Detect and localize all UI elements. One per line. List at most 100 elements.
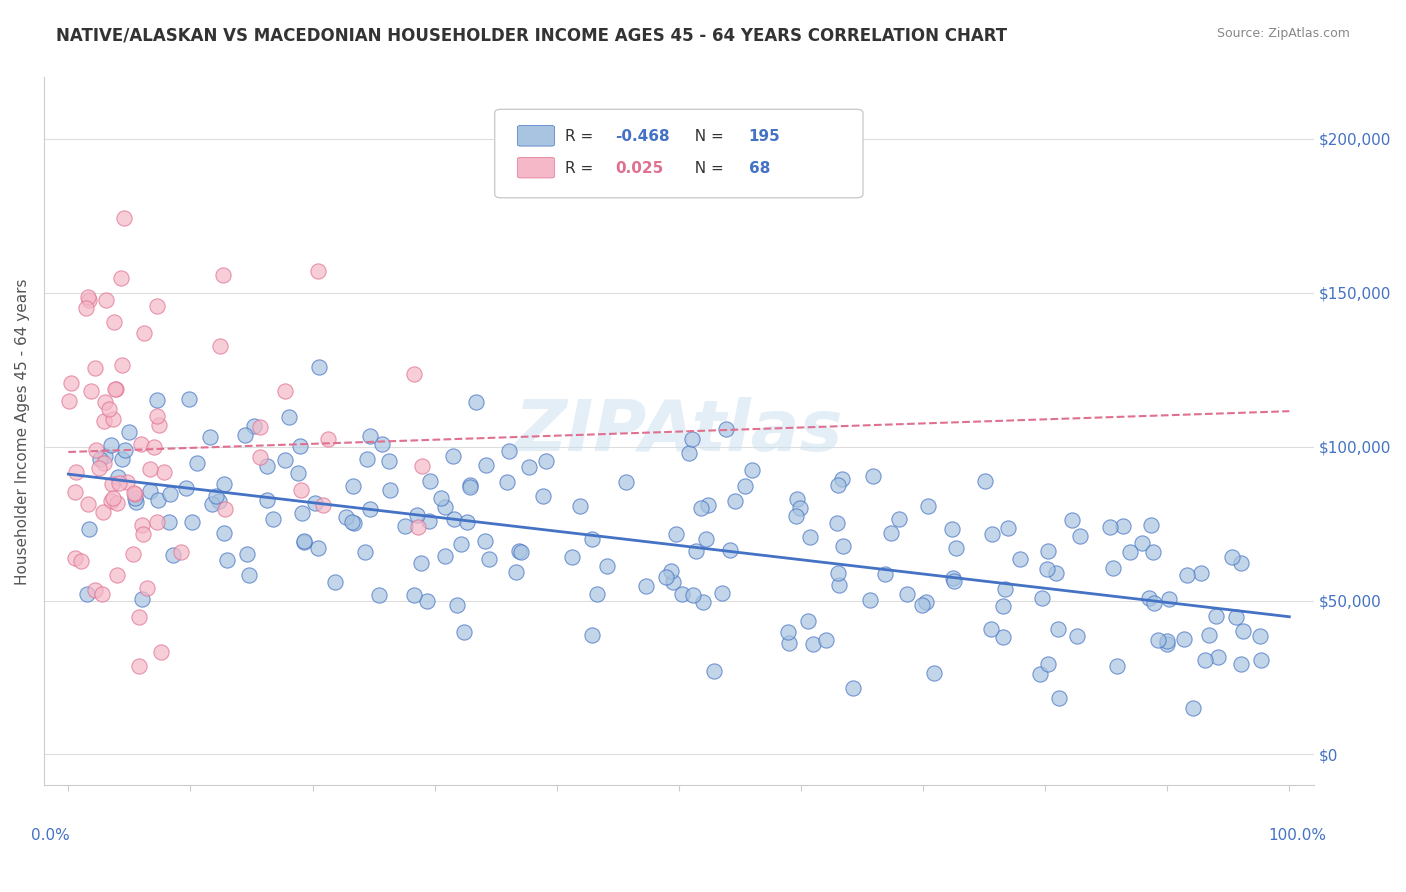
- Point: [1182, 701, 1205, 715]
- Point: [697, 498, 720, 512]
- Point: [323, 575, 346, 590]
- Point: [65, 465, 87, 479]
- Point: [980, 527, 1002, 541]
- Point: [262, 512, 284, 526]
- Point: [1206, 649, 1229, 664]
- Point: [77, 293, 100, 307]
- Point: [453, 624, 475, 639]
- Point: [122, 486, 145, 500]
- Text: NATIVE/ALASKAN VS MACEDONIAN HOUSEHOLDER INCOME AGES 45 - 64 YEARS CORRELATION C: NATIVE/ALASKAN VS MACEDONIAN HOUSEHOLDER…: [56, 27, 1007, 45]
- Point: [561, 549, 583, 564]
- Point: [942, 570, 965, 584]
- Point: [411, 458, 433, 473]
- Point: [690, 500, 713, 515]
- Point: [429, 491, 451, 505]
- Point: [201, 497, 224, 511]
- Point: [994, 582, 1017, 597]
- Point: [785, 509, 807, 524]
- Point: [831, 472, 853, 486]
- Point: [980, 622, 1002, 636]
- Point: [714, 422, 737, 436]
- Point: [100, 494, 122, 508]
- Point: [786, 491, 808, 506]
- Point: [911, 598, 934, 612]
- Point: [1157, 591, 1180, 606]
- Point: [942, 574, 965, 589]
- Point: [394, 519, 416, 533]
- Y-axis label: Householder Income Ages 45 - 64 years: Householder Income Ages 45 - 64 years: [15, 278, 30, 584]
- Point: [450, 536, 472, 550]
- Point: [104, 382, 127, 396]
- Point: [478, 552, 501, 566]
- Point: [880, 526, 903, 541]
- Point: [76, 497, 98, 511]
- Point: [682, 588, 704, 602]
- Point: [402, 588, 425, 602]
- Point: [150, 645, 173, 659]
- Point: [343, 516, 366, 530]
- Point: [841, 681, 863, 695]
- Point: [70, 554, 93, 568]
- Point: [1250, 653, 1272, 667]
- Point: [1130, 536, 1153, 550]
- Point: [664, 527, 686, 541]
- Point: [458, 480, 481, 494]
- Point: [1069, 529, 1091, 543]
- Point: [1147, 633, 1170, 648]
- Point: [827, 578, 849, 592]
- Point: [59, 376, 82, 390]
- Point: [997, 521, 1019, 535]
- Point: [91, 587, 114, 601]
- Point: [681, 432, 703, 446]
- Point: [129, 437, 152, 451]
- Point: [111, 451, 134, 466]
- Point: [917, 499, 939, 513]
- Point: [825, 516, 848, 530]
- Point: [304, 496, 326, 510]
- Point: [249, 420, 271, 434]
- Point: [128, 659, 150, 673]
- Point: [531, 489, 554, 503]
- Point: [1036, 543, 1059, 558]
- Point: [308, 263, 330, 277]
- Point: [655, 570, 678, 584]
- Point: [80, 384, 103, 399]
- Point: [433, 500, 456, 515]
- Point: [1175, 567, 1198, 582]
- Point: [181, 515, 204, 529]
- Point: [1112, 519, 1135, 533]
- Point: [1119, 544, 1142, 558]
- Point: [103, 315, 125, 329]
- Point: [596, 559, 619, 574]
- Point: [434, 549, 457, 563]
- Point: [1189, 566, 1212, 580]
- Point: [661, 564, 683, 578]
- Point: [692, 594, 714, 608]
- Point: [148, 492, 170, 507]
- Point: [517, 460, 540, 475]
- Point: [475, 458, 498, 472]
- Point: [359, 429, 381, 443]
- Point: [778, 636, 800, 650]
- Point: [131, 592, 153, 607]
- Point: [815, 632, 838, 647]
- Point: [145, 392, 167, 407]
- Point: [335, 509, 357, 524]
- Point: [274, 384, 297, 398]
- Point: [718, 542, 741, 557]
- Point: [695, 533, 717, 547]
- Point: [132, 526, 155, 541]
- Point: [143, 440, 166, 454]
- Point: [75, 301, 97, 315]
- Point: [153, 465, 176, 479]
- Point: [1143, 595, 1166, 609]
- Point: [63, 485, 86, 500]
- Point: [993, 630, 1015, 644]
- Point: [446, 599, 468, 613]
- Point: [105, 382, 128, 396]
- Point: [1232, 624, 1254, 638]
- Point: [1205, 609, 1227, 624]
- Point: [1229, 556, 1251, 570]
- Text: R =: R =: [565, 128, 598, 144]
- Point: [212, 477, 235, 491]
